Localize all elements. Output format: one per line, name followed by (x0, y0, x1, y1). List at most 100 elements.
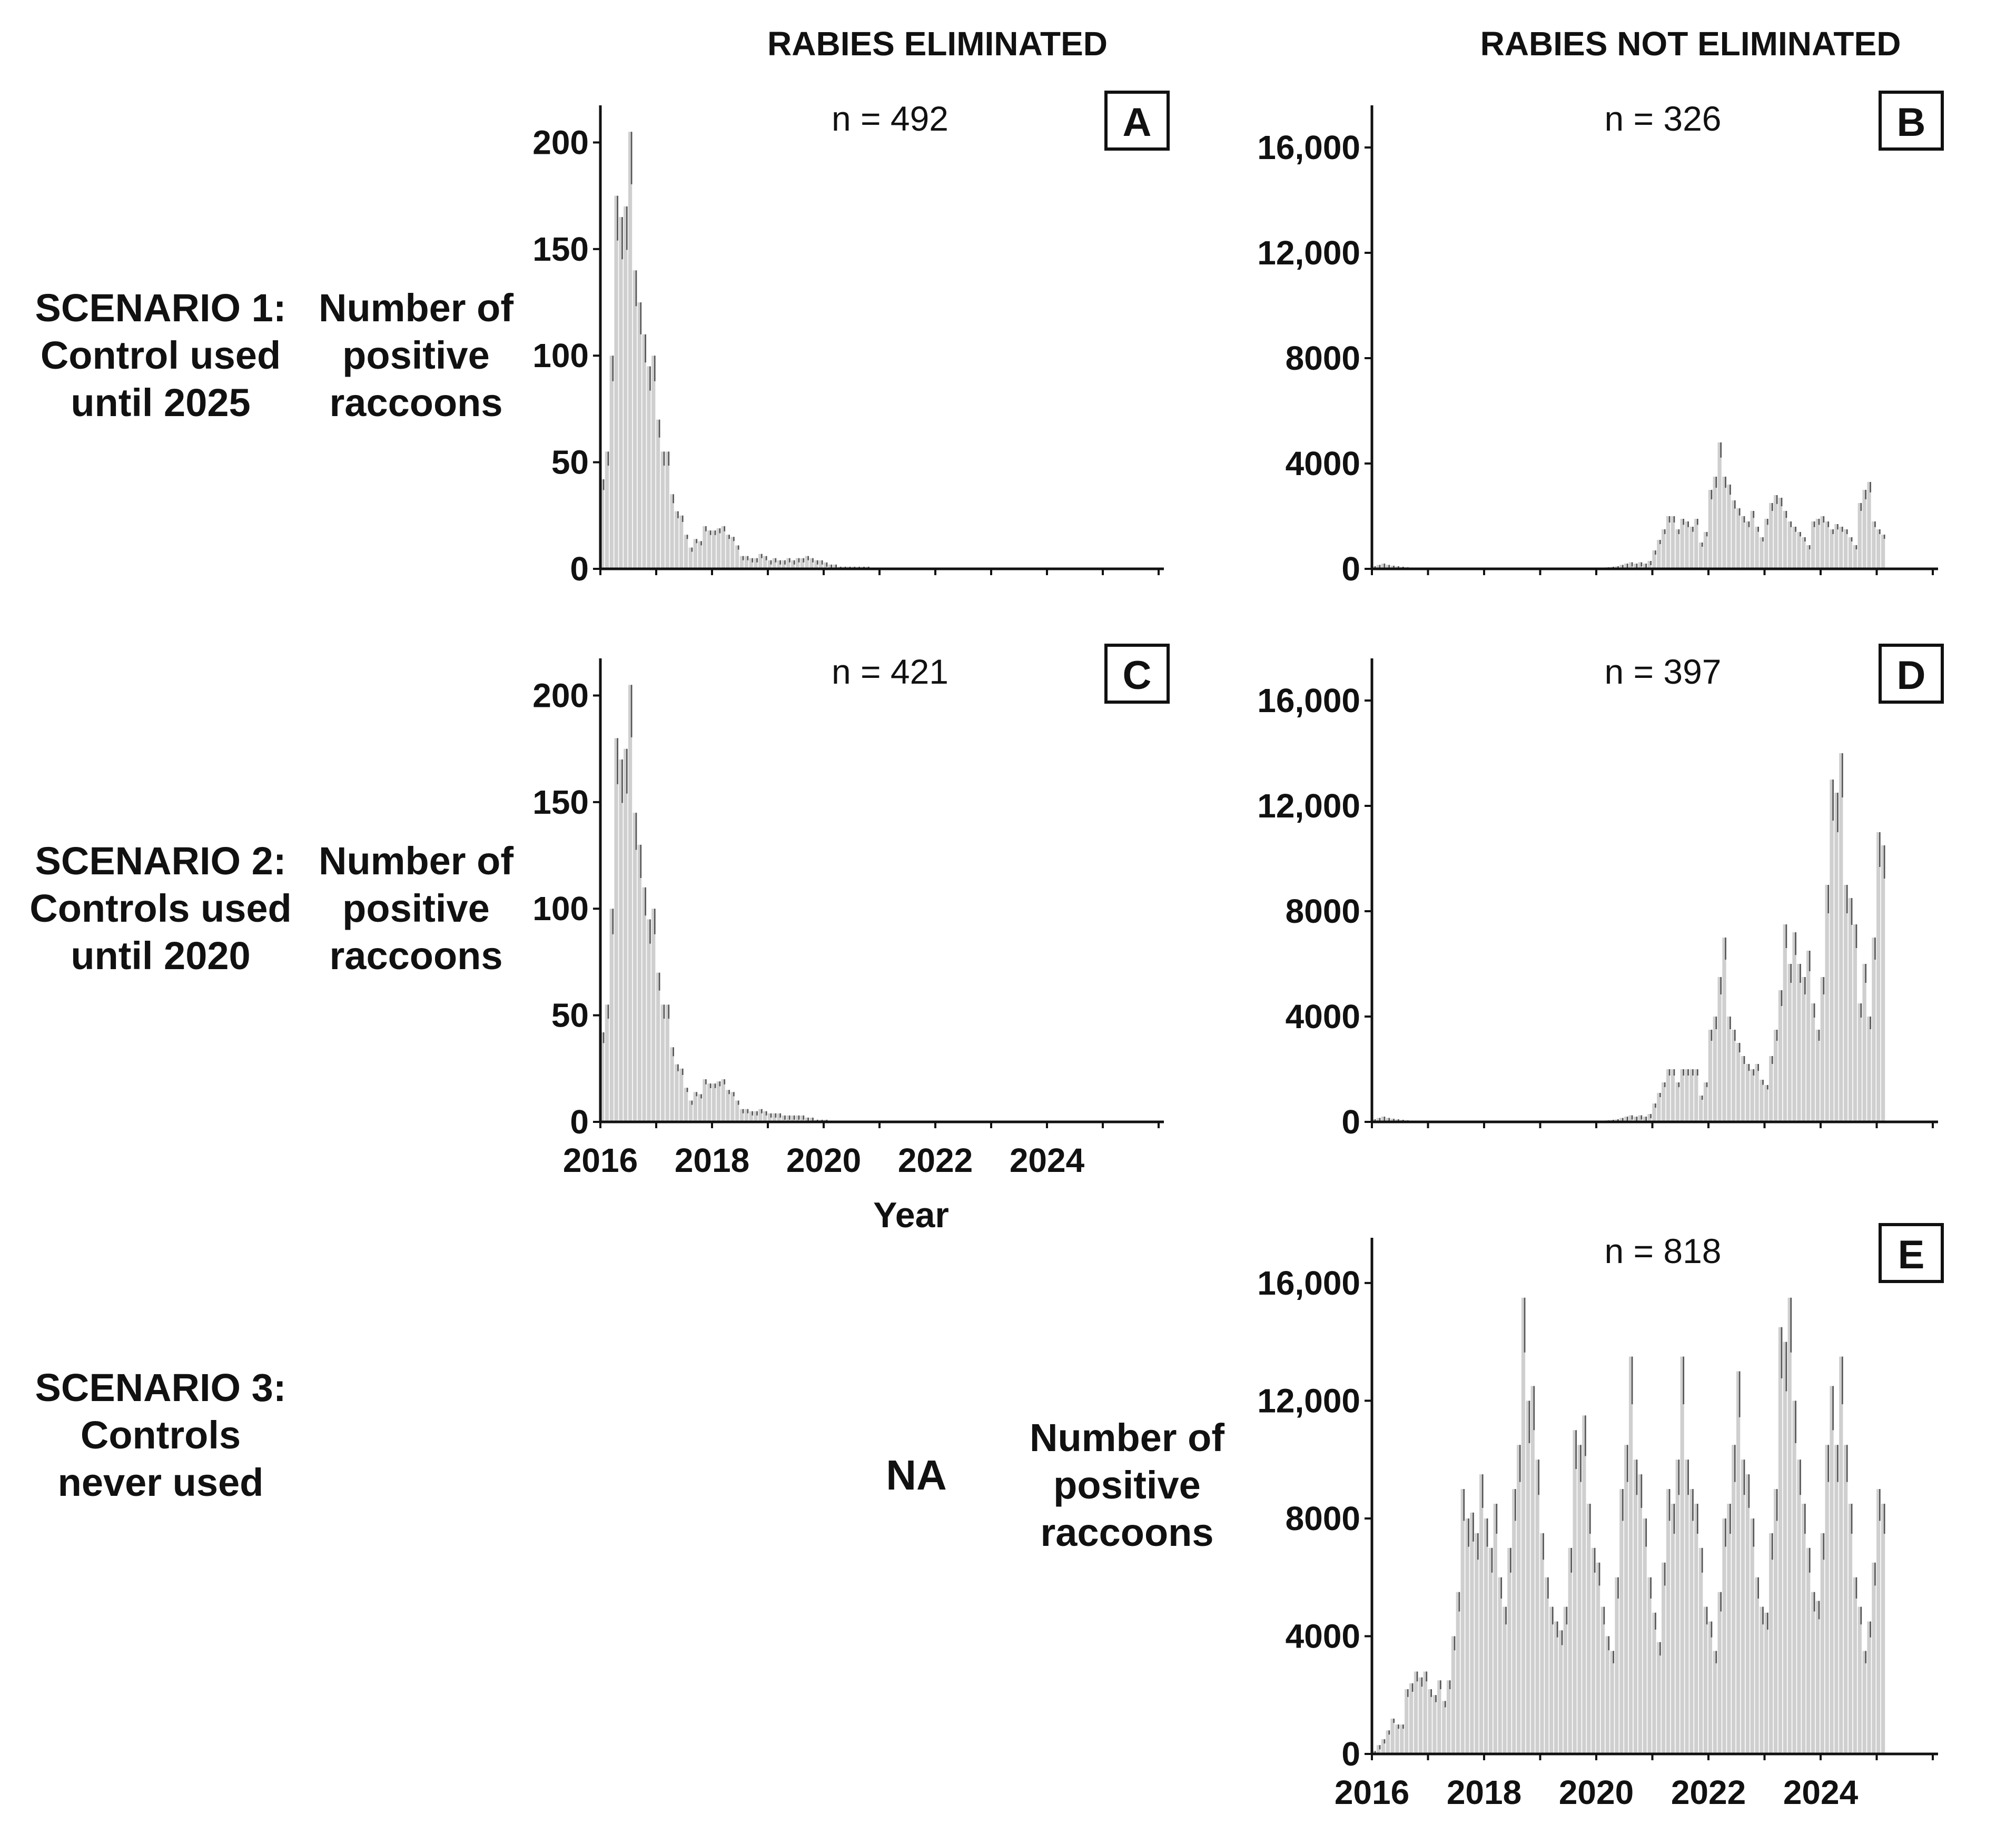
bar-cap-b-1 (1379, 565, 1381, 569)
bar-cap-e-32 (1524, 1297, 1526, 1353)
bar-cap-d-60 (1655, 1103, 1656, 1108)
bar-a-34 (758, 554, 763, 569)
bar-a-18 (684, 535, 688, 569)
bar-cap-e-55 (1631, 1356, 1633, 1405)
bar-e-13 (1432, 1695, 1437, 1754)
bar-cap-c-39 (784, 1115, 786, 1120)
bar-c-44 (805, 1117, 809, 1122)
bar-d-106 (1867, 1017, 1871, 1122)
bar-d-58 (1643, 1117, 1647, 1122)
bar-d-82 (1755, 1064, 1759, 1122)
bar-d-56 (1633, 1117, 1638, 1122)
bar-e-84 (1764, 1612, 1768, 1754)
bar-cap-e-87 (1781, 1327, 1783, 1378)
x-tick-label-c-1: 2018 (675, 1141, 749, 1179)
bar-e-64 (1671, 1504, 1675, 1754)
bar-cap-b-60 (1655, 550, 1656, 555)
bar-a-35 (763, 556, 767, 569)
bar-cap-a-7 (635, 270, 637, 307)
bar-cap-d-108 (1879, 832, 1881, 867)
bar-cap-a-2 (612, 356, 614, 381)
bar-cap-d-63 (1668, 1069, 1671, 1076)
bar-b-109 (1881, 535, 1885, 569)
bar-cap-a-47 (821, 560, 823, 565)
bar-cap-e-73 (1715, 1651, 1717, 1663)
bar-b-53 (1619, 565, 1624, 569)
bar-cap-b-76 (1730, 485, 1731, 495)
bar-a-7 (633, 270, 637, 569)
bar-e-82 (1755, 1577, 1759, 1754)
bar-d-91 (1797, 964, 1801, 1122)
bar-cap-b-64 (1673, 516, 1675, 522)
bar-b-101 (1844, 529, 1848, 569)
bar-b-88 (1783, 511, 1787, 569)
bar-cap-c-38 (779, 1113, 782, 1118)
bar-a-27 (726, 535, 730, 569)
bar-c-20 (693, 1092, 697, 1122)
y-tick-label-d-0: 0 (1341, 1103, 1360, 1141)
bar-e-83 (1760, 1606, 1764, 1754)
y-tick-label-c-0: 0 (570, 1103, 589, 1141)
bar-cap-e-56 (1636, 1460, 1638, 1495)
bar-cap-a-3 (617, 195, 618, 241)
bar-c-9 (642, 887, 646, 1122)
bar-e-12 (1428, 1689, 1432, 1754)
bar-e-29 (1507, 1547, 1511, 1754)
bar-cap-e-35 (1538, 1460, 1540, 1495)
bar-cap-e-63 (1668, 1489, 1671, 1521)
bar-a-14 (665, 451, 669, 569)
bar-d-107 (1872, 938, 1876, 1122)
bar-a-15 (670, 494, 674, 569)
bar-cap-a-34 (761, 554, 763, 558)
bar-cap-b-107 (1874, 521, 1876, 527)
bar-cap-d-62 (1664, 1082, 1666, 1087)
bar-c-41 (791, 1115, 795, 1122)
bar-e-74 (1717, 1592, 1722, 1754)
y-axis-label-row-2: Number of positive raccoons (311, 837, 521, 980)
bar-c-18 (684, 1088, 688, 1122)
bar-a-20 (693, 539, 697, 569)
bar-cap-d-55 (1631, 1115, 1633, 1120)
x-tick-label-e-0: 2016 (1335, 1773, 1409, 1811)
bar-d-53 (1619, 1118, 1624, 1122)
bar-e-20 (1465, 1518, 1469, 1754)
bar-d-68 (1689, 1069, 1694, 1122)
bar-b-87 (1778, 498, 1783, 569)
bar-cap-e-13 (1435, 1695, 1437, 1702)
bar-cap-b-105 (1865, 490, 1867, 499)
bar-cap-c-12 (658, 972, 660, 991)
bar-e-28 (1503, 1606, 1507, 1754)
bar-cap-b-68 (1692, 527, 1694, 532)
bar-cap-a-37 (775, 558, 777, 563)
bar-d-90 (1792, 932, 1796, 1122)
bar-cap-d-88 (1785, 924, 1787, 948)
y-tick-label-c-4: 200 (532, 676, 589, 714)
bar-cap-e-14 (1440, 1680, 1441, 1690)
bar-cap-a-13 (663, 451, 665, 466)
bar-b-93 (1806, 545, 1811, 569)
bar-e-63 (1666, 1489, 1671, 1754)
bar-cap-e-105 (1865, 1651, 1867, 1663)
bar-cap-d-86 (1776, 1030, 1778, 1041)
bar-cap-e-28 (1505, 1606, 1507, 1625)
bar-c-25 (716, 1081, 720, 1122)
bar-cap-e-6 (1402, 1724, 1404, 1729)
bar-cap-a-6 (630, 132, 633, 184)
bar-cap-d-103 (1855, 924, 1857, 948)
bar-cap-c-5 (626, 748, 628, 794)
bar-cap-e-22 (1477, 1533, 1479, 1560)
bar-cap-c-3 (617, 738, 618, 784)
bar-cap-c-21 (700, 1094, 702, 1099)
bar-d-64 (1671, 1069, 1675, 1122)
bar-cap-b-63 (1668, 516, 1671, 522)
bar-cap-b-103 (1855, 545, 1857, 549)
bar-d-55 (1628, 1115, 1633, 1122)
bar-e-48 (1596, 1562, 1600, 1754)
bar-e-43 (1573, 1430, 1577, 1754)
bar-a-30 (739, 556, 744, 569)
bar-cap-d-93 (1809, 951, 1811, 971)
bar-cap-c-9 (645, 887, 646, 916)
bar-e-75 (1722, 1518, 1726, 1754)
bar-cap-c-31 (747, 1109, 749, 1113)
bar-cap-d-95 (1818, 1030, 1820, 1041)
